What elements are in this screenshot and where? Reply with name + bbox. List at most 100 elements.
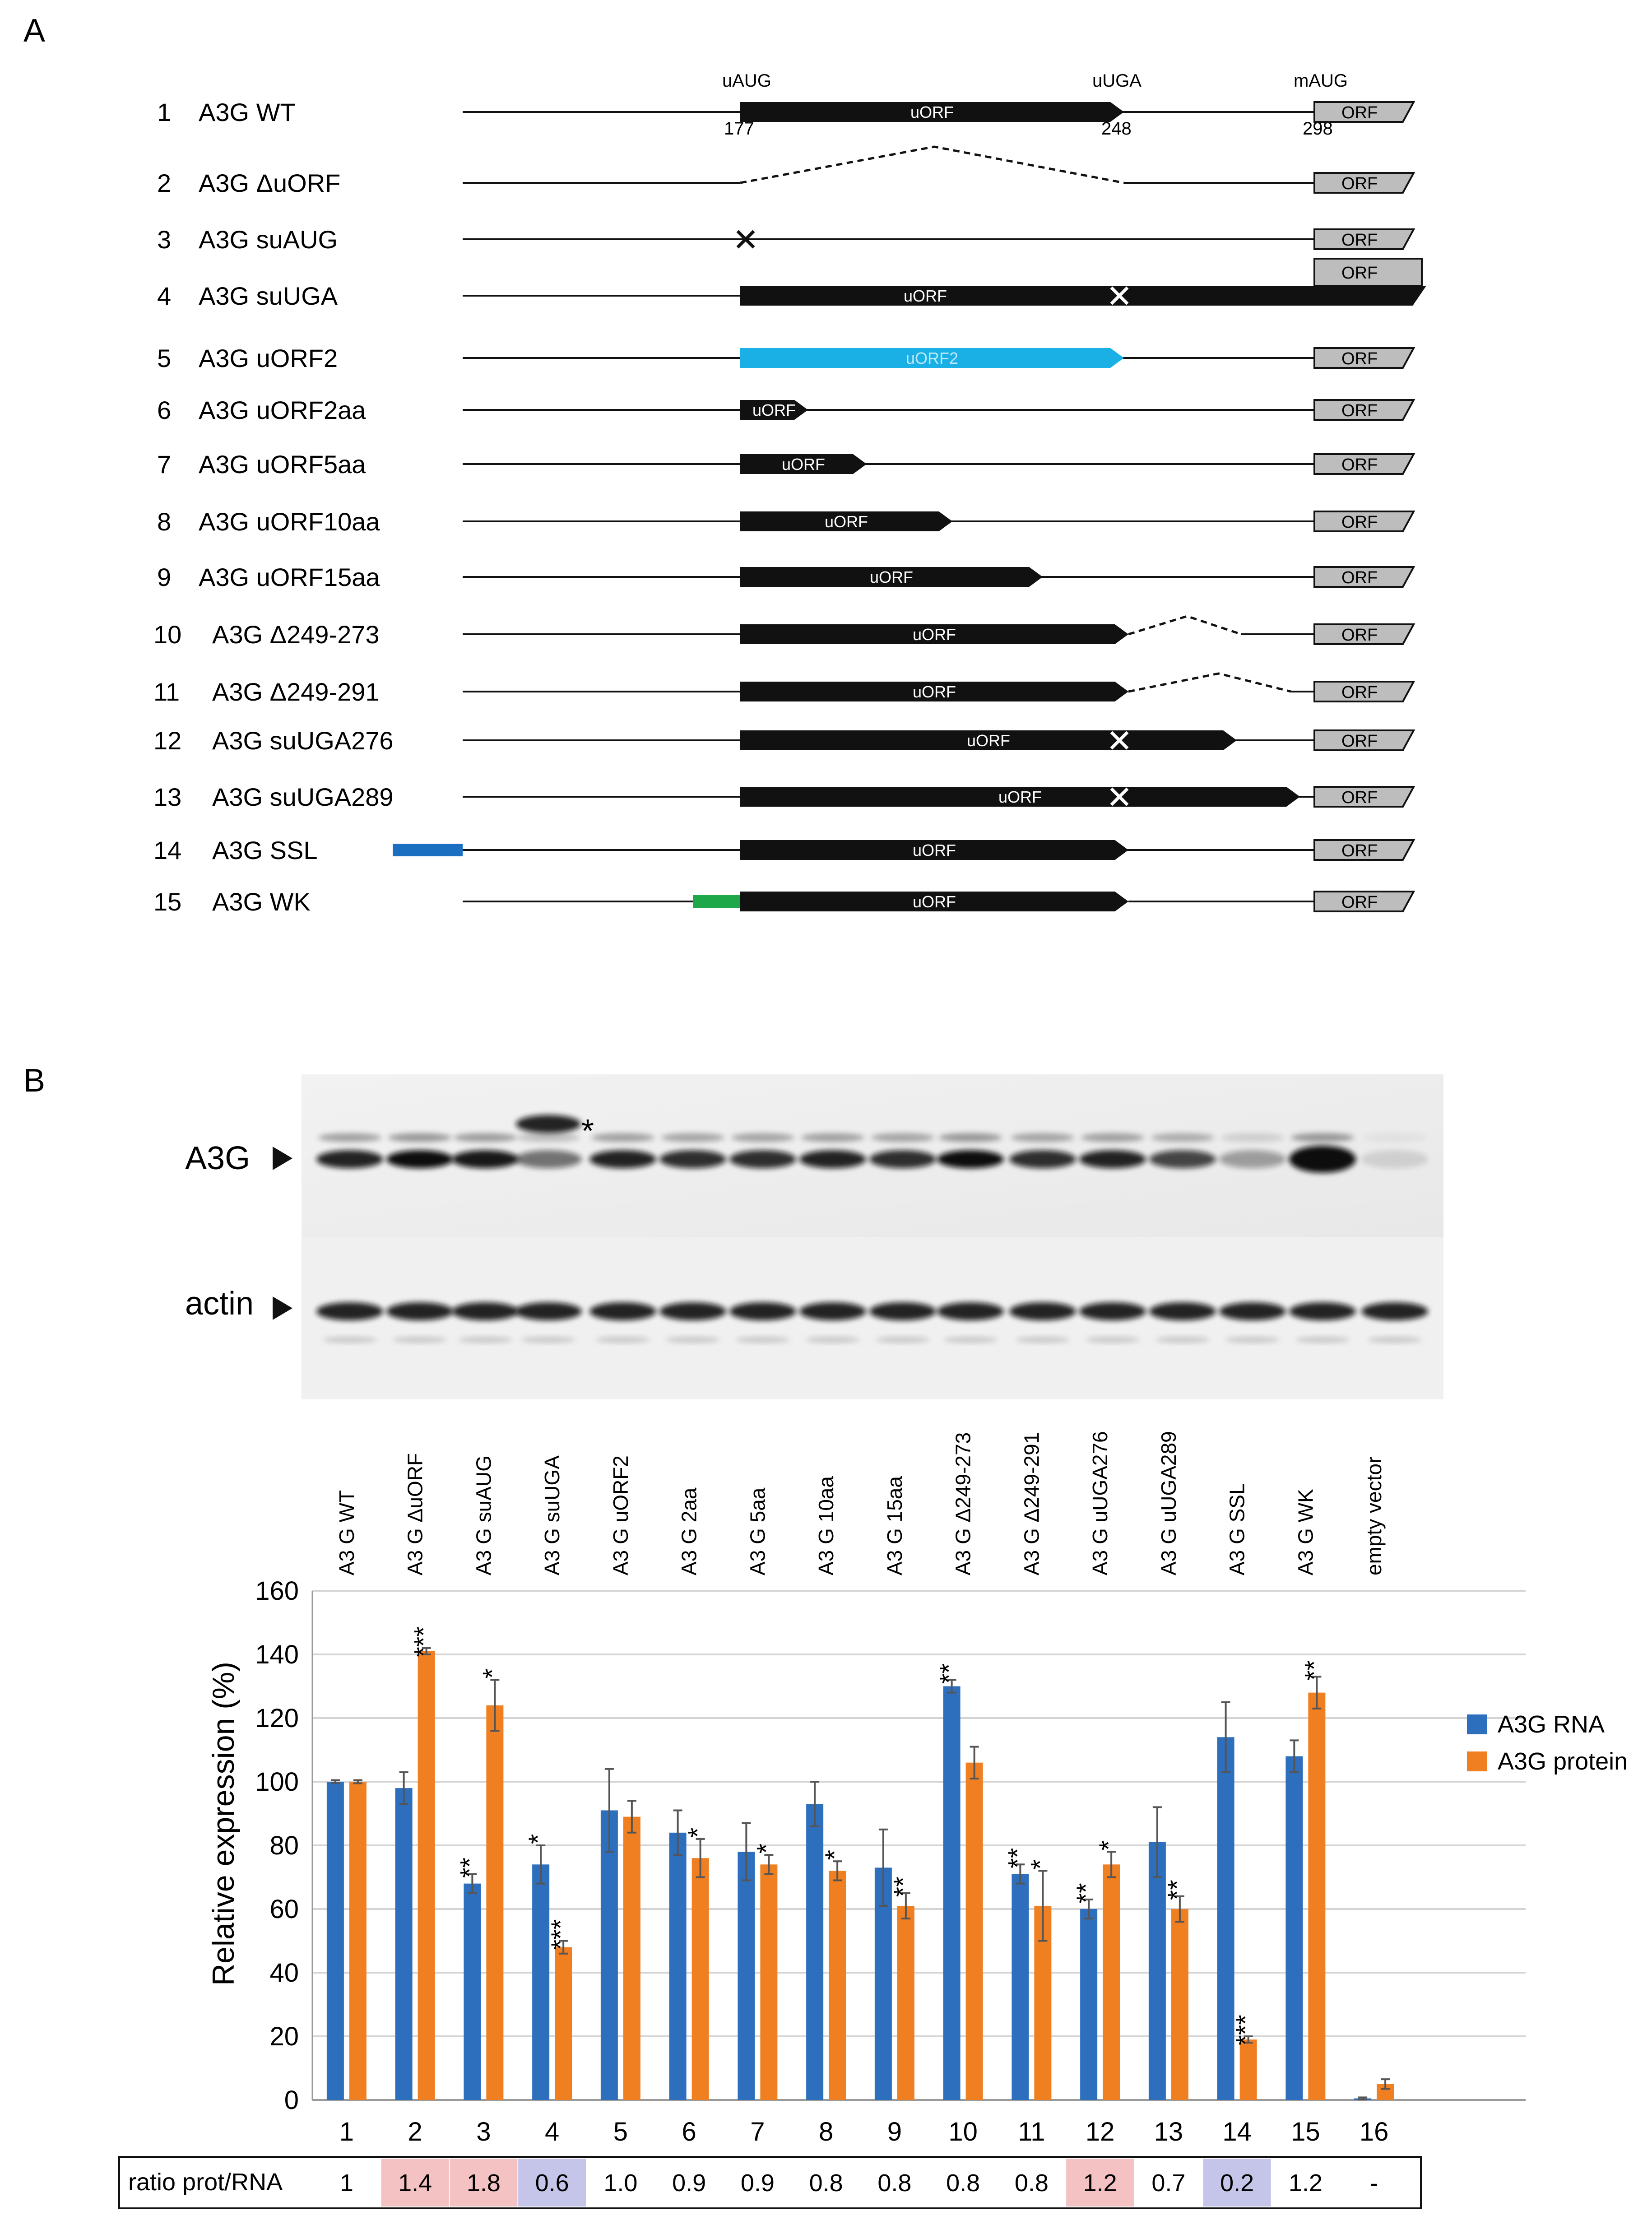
sample-column-label: A3 G 15aa — [883, 1476, 906, 1575]
uorf-bar-label: uORF — [998, 788, 1042, 806]
error-bar — [559, 1940, 568, 1955]
y-tick-label: 20 — [269, 2022, 299, 2051]
significance-stars: * — [820, 1850, 849, 1860]
x-tick-label: 8 — [819, 2117, 833, 2146]
sample-column-label: A3 G Δ249-291 — [1020, 1432, 1043, 1575]
x-tick-label: 12 — [1086, 2117, 1115, 2146]
construct-diagram: uAUG uUGA mAUG 177 248 298 1 A3G WT2 A3G Δ… — [153, 71, 1426, 916]
ratio-value: 1.2 — [1289, 2169, 1323, 2197]
actin-faint-band — [458, 1337, 512, 1343]
uorf-bar-label: uORF — [913, 841, 956, 859]
error-bar — [764, 1854, 774, 1875]
position-177-label: 177 — [724, 119, 754, 139]
uorf-bar — [740, 400, 808, 420]
orf-box — [1313, 347, 1415, 369]
rna-bar — [1217, 1737, 1234, 2100]
ratio-value: 1.8 — [467, 2169, 501, 2197]
x-tick-label: 2 — [408, 2117, 422, 2146]
uorf-bar-label: uORF2 — [906, 349, 958, 367]
a3g-upper-band — [454, 1133, 517, 1142]
construct-name: A3G uORF2 — [199, 344, 338, 372]
error-bar — [1107, 1851, 1116, 1878]
protein-bar — [897, 1905, 914, 2100]
rna-bar — [1080, 1909, 1098, 2100]
error-bar — [1152, 1806, 1162, 1878]
construct-number: 1 — [157, 98, 171, 126]
panel-a-label: A — [23, 13, 45, 49]
orf-box — [1313, 729, 1415, 751]
significance-stars: ** — [889, 1877, 918, 1897]
construct-number: 5 — [157, 344, 171, 372]
a3g-band — [1079, 1150, 1146, 1168]
a3g-upper-band — [731, 1133, 794, 1142]
orf-box-label: ORF — [1341, 513, 1378, 532]
actin-blot-label: actin — [185, 1286, 254, 1322]
a3g-band — [515, 1150, 582, 1168]
significance-stars: *** — [409, 1626, 439, 1657]
ratio-value: 1 — [340, 2169, 353, 2197]
construct-name: A3G uORF10aa — [199, 507, 380, 536]
a3g-band — [386, 1150, 453, 1168]
error-bar — [422, 1647, 431, 1655]
actin-faint-band — [596, 1337, 650, 1343]
protein-bar — [1308, 1692, 1326, 2100]
sample-column-label: A3 G 2aa — [678, 1487, 701, 1575]
sample-column-label: A3 G uORF2 — [609, 1455, 632, 1575]
x-tick-label: 6 — [682, 2117, 696, 2146]
actin-faint-band — [1155, 1337, 1210, 1343]
significance-stars: * — [683, 1828, 713, 1838]
actin-band — [1149, 1302, 1216, 1320]
rna-bar — [464, 1883, 481, 2100]
rna-bar — [395, 1788, 413, 2100]
deletion-dashed-line — [740, 145, 1124, 184]
actin-band — [1289, 1302, 1356, 1320]
uorf-bar — [740, 624, 1128, 644]
a3g-band — [1361, 1150, 1428, 1168]
a3g-upper-band — [591, 1133, 654, 1142]
construct-number: 14 — [153, 836, 181, 864]
significance-stars: * — [752, 1844, 781, 1854]
rna-bar — [806, 1804, 824, 2100]
actin-band — [869, 1302, 936, 1320]
orf-box-label: ORF — [1341, 893, 1378, 912]
protein-bar — [418, 1651, 435, 2100]
protein-bar — [965, 1762, 983, 2100]
actin-faint-band — [666, 1337, 720, 1343]
protein-bar — [1103, 1864, 1120, 2100]
sample-column-label: A3 G uUGA289 — [1157, 1431, 1180, 1575]
ratio-table-label: ratio prot/RNA — [128, 2169, 283, 2196]
actin-band — [1079, 1302, 1146, 1320]
actin-faint-band — [943, 1337, 998, 1343]
construct-number: 8 — [157, 507, 171, 536]
uorf-bar-label: uORF — [913, 683, 956, 701]
uorf-bar-label: uORF — [870, 568, 913, 586]
a3g-upper-band — [1151, 1133, 1214, 1142]
actin-faint-band — [1295, 1337, 1350, 1343]
construct-number: 6 — [157, 396, 171, 424]
stop-mutation-x-icon — [1110, 286, 1129, 305]
actin-faint-band — [1016, 1337, 1070, 1343]
legend-label: A3G RNA — [1498, 1711, 1605, 1738]
a3g-upper-band — [318, 1133, 381, 1142]
actin-faint-band — [876, 1337, 930, 1343]
sample-column-label: empty vector — [1362, 1457, 1386, 1575]
y-tick-label: 0 — [284, 2086, 299, 2115]
actin-band — [799, 1302, 866, 1320]
ratio-highlight — [1203, 2159, 1271, 2206]
a3g-band — [799, 1150, 866, 1168]
orf-box — [1313, 258, 1423, 287]
a3g-blot-label: A3G — [185, 1140, 250, 1176]
ratio-value: 1.0 — [603, 2169, 637, 2197]
uorf-bar-label: uORF — [904, 287, 947, 305]
orf-box-label: ORF — [1341, 264, 1378, 283]
uorf-bar — [740, 840, 1128, 860]
actin-band — [659, 1302, 726, 1320]
orf-box-label: ORF — [1341, 174, 1378, 193]
protein-bar — [691, 1858, 709, 2100]
protein-bar — [1239, 2039, 1257, 2100]
orf-box-label: ORF — [1341, 349, 1378, 368]
uorf-bar — [740, 348, 1124, 368]
construct-name: A3G WT — [199, 98, 296, 126]
a3g-upper-band — [517, 1133, 580, 1142]
actin-faint-band — [393, 1337, 447, 1343]
